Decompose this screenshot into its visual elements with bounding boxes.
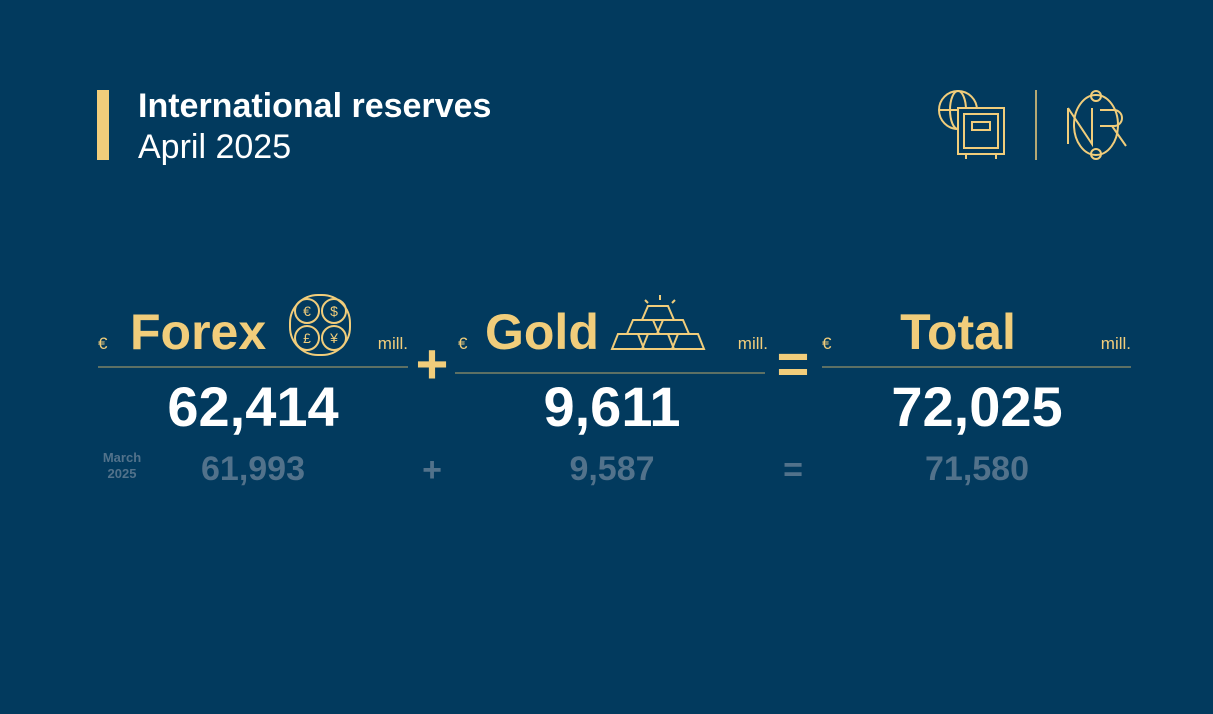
previous-operator: = [783,451,803,489]
unit: mill. [378,334,408,353]
svg-text:£: £ [303,330,311,346]
svg-text:€: € [303,303,311,319]
operator: + [416,332,449,395]
accent-bar [97,90,109,160]
column-label: Forex [130,304,266,360]
previous-operator: + [422,451,442,489]
svg-text:$: $ [330,303,338,319]
currency: € [98,334,108,353]
previous-value: 71,580 [925,450,1029,488]
previous-value: 9,587 [569,450,654,488]
value: 72,025 [891,375,1062,438]
previous-value: 61,993 [201,450,305,488]
logo [1067,90,1127,160]
forex-icon [289,294,351,356]
unit: mill. [738,334,768,353]
value: 62,414 [167,375,338,438]
currency: € [822,334,832,353]
svg-text:¥: ¥ [329,330,338,346]
currency: € [458,334,468,353]
previous-period: 2025 [108,466,137,481]
forex-symbols: € $ £ ¥ [303,303,338,346]
operator: = [777,332,810,395]
value: 9,611 [543,375,680,438]
unit: mill. [1101,334,1131,353]
title: International reserves [138,87,491,125]
gold-icon [610,295,706,350]
column-label: Gold [485,304,599,360]
subtitle: April 2025 [138,128,291,166]
column-label: Total [900,304,1016,360]
safe-icon [938,90,1005,159]
previous-period: March [103,450,141,465]
